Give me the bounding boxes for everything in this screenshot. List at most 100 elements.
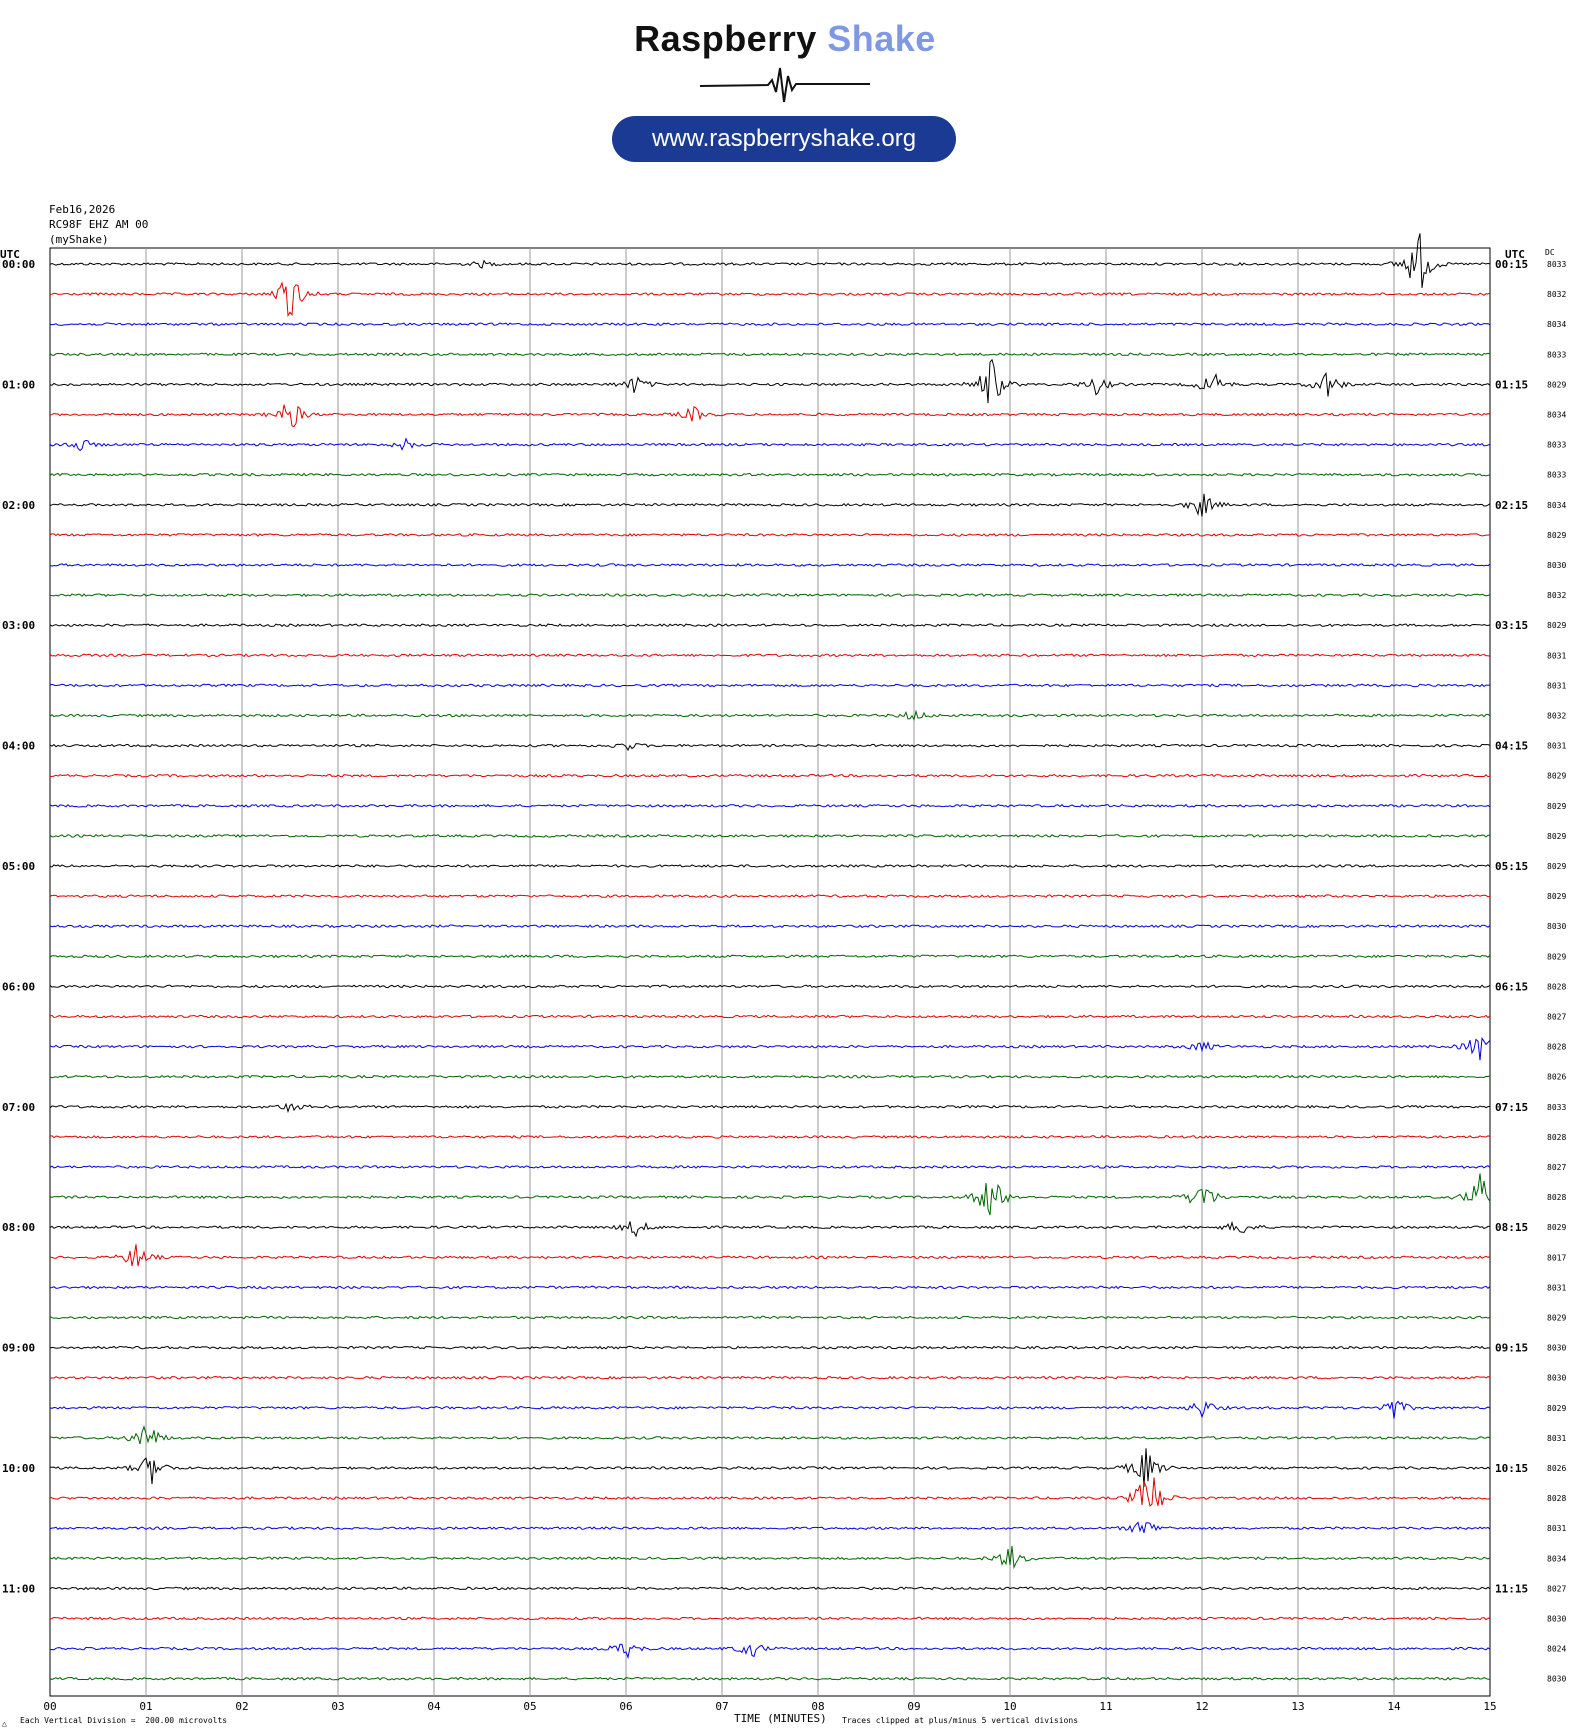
trace-row-27 (49, 1074, 1491, 1079)
dc-value-row-7: 8033 (1547, 471, 1566, 480)
dc-value-row-14: 8031 (1547, 681, 1566, 690)
trace-row-13 (49, 653, 1491, 658)
header-source: (myShake) (49, 233, 109, 246)
x-tick-label-01: 01 (139, 1700, 152, 1713)
dc-value-row-40: 8026 (1547, 1464, 1566, 1473)
brand-name-part1: Raspberry (634, 18, 817, 59)
dc-value-row-41: 8028 (1547, 1494, 1566, 1503)
left-hour-label-7: 07:00 (2, 1101, 35, 1114)
dc-value-row-15: 8032 (1547, 712, 1566, 721)
trace-row-1 (49, 281, 1491, 318)
trace-row-41 (49, 1477, 1491, 1507)
dc-value-row-37: 8030 (1547, 1374, 1566, 1383)
dc-value-row-1: 8032 (1547, 290, 1566, 299)
website-url-button[interactable]: www.raspberryshake.org (612, 116, 956, 162)
raspberry-shake-logo: Raspberry Shake (0, 18, 1570, 106)
dc-value-row-26: 8028 (1547, 1043, 1566, 1052)
x-axis-title: TIME (MINUTES) (734, 1712, 827, 1725)
dc-value-row-27: 8026 (1547, 1073, 1566, 1082)
vertical-division-note: Each Vertical Division = 200.00 microvol… (20, 1716, 228, 1725)
corner-triangle-icon: △ (2, 1719, 7, 1728)
x-tick-label-04: 04 (427, 1700, 441, 1713)
trace-row-35 (49, 1315, 1491, 1320)
plot-frame (49, 247, 1491, 1697)
x-tick-label-12: 12 (1195, 1700, 1208, 1713)
trace-row-29 (49, 1135, 1491, 1139)
trace-row-12 (49, 623, 1491, 628)
dc-value-row-23: 8029 (1547, 952, 1566, 961)
trace-row-36 (49, 1345, 1491, 1350)
brand-name-part2: Shake (827, 18, 936, 59)
dc-value-row-35: 8029 (1547, 1314, 1566, 1323)
trace-row-40 (49, 1448, 1491, 1488)
trace-row-15 (49, 709, 1491, 722)
dc-value-row-42: 8031 (1547, 1524, 1566, 1533)
dc-value-row-22: 8030 (1547, 922, 1566, 931)
dc-value-row-17: 8029 (1547, 772, 1566, 781)
left-hour-label-8: 08:00 (2, 1221, 35, 1234)
dc-value-row-39: 8031 (1547, 1434, 1566, 1443)
utc-right-label: UTC (1505, 248, 1525, 261)
x-tick-label-13: 13 (1291, 1700, 1304, 1713)
dc-value-row-10: 8030 (1547, 561, 1566, 570)
left-hour-label-4: 04:00 (2, 740, 35, 753)
trace-row-0 (49, 233, 1491, 288)
right-hour-label-11: 11:15 (1495, 1582, 1528, 1595)
dc-value-row-9: 8029 (1547, 531, 1566, 540)
dc-value-row-13: 8031 (1547, 651, 1566, 660)
left-hour-label-9: 09:00 (2, 1342, 35, 1355)
trace-row-43 (49, 1545, 1491, 1570)
dc-value-row-5: 8034 (1547, 411, 1566, 420)
dc-value-row-0: 8033 (1547, 260, 1566, 269)
dc-value-row-33: 8017 (1547, 1253, 1566, 1262)
trace-row-42 (49, 1521, 1491, 1534)
trace-row-20 (49, 864, 1491, 868)
right-hour-label-3: 03:15 (1495, 619, 1528, 632)
dc-value-row-43: 8034 (1547, 1554, 1566, 1563)
x-tick-label-06: 06 (619, 1700, 632, 1713)
dc-value-row-38: 8029 (1547, 1404, 1566, 1413)
trace-row-47 (49, 1676, 1491, 1681)
dc-value-row-36: 8030 (1547, 1344, 1566, 1353)
right-hour-label-4: 04:15 (1495, 740, 1528, 753)
trace-row-34 (49, 1285, 1491, 1290)
left-hour-label-1: 01:00 (2, 378, 35, 391)
trace-row-11 (49, 593, 1491, 598)
dc-value-row-8: 8034 (1547, 501, 1566, 510)
dc-value-row-28: 8033 (1547, 1103, 1566, 1112)
utc-left-label: UTC (0, 248, 20, 261)
trace-row-28 (49, 1102, 1491, 1114)
dc-value-row-4: 8029 (1547, 380, 1566, 389)
left-hour-label-2: 02:00 (2, 499, 35, 512)
trace-row-26 (49, 1037, 1491, 1061)
trace-row-2 (50, 322, 1491, 327)
x-tick-label-08: 08 (811, 1700, 824, 1713)
trace-row-25 (49, 1014, 1491, 1019)
dc-value-row-24: 8028 (1547, 982, 1566, 991)
left-hour-label-10: 10:00 (2, 1462, 35, 1475)
left-hour-label-3: 03:00 (2, 619, 35, 632)
right-hour-label-6: 06:15 (1495, 980, 1528, 993)
trace-row-33 (49, 1244, 1491, 1267)
dc-value-row-46: 8024 (1547, 1645, 1566, 1654)
trace-row-3 (49, 352, 1491, 357)
right-hour-label-2: 02:15 (1495, 499, 1528, 512)
left-hour-label-5: 05:00 (2, 860, 35, 873)
trace-row-6 (49, 437, 1491, 452)
x-tick-label-05: 05 (523, 1700, 536, 1713)
trace-row-22 (49, 924, 1491, 929)
header-station: RC98F EHZ AM 00 (49, 218, 149, 231)
right-hour-label-8: 08:15 (1495, 1221, 1528, 1234)
x-tick-label-15: 15 (1483, 1700, 1496, 1713)
dc-header-label: DC (1545, 248, 1555, 257)
x-tick-label-09: 09 (907, 1700, 920, 1713)
dc-value-row-20: 8029 (1547, 862, 1566, 871)
trace-row-16 (49, 743, 1491, 752)
dc-value-row-25: 8027 (1547, 1013, 1566, 1022)
dc-value-row-29: 8028 (1547, 1133, 1566, 1142)
right-hour-label-1: 01:15 (1495, 378, 1528, 391)
trace-row-5 (49, 404, 1491, 428)
x-tick-label-11: 11 (1099, 1700, 1112, 1713)
trace-row-46 (49, 1643, 1491, 1660)
